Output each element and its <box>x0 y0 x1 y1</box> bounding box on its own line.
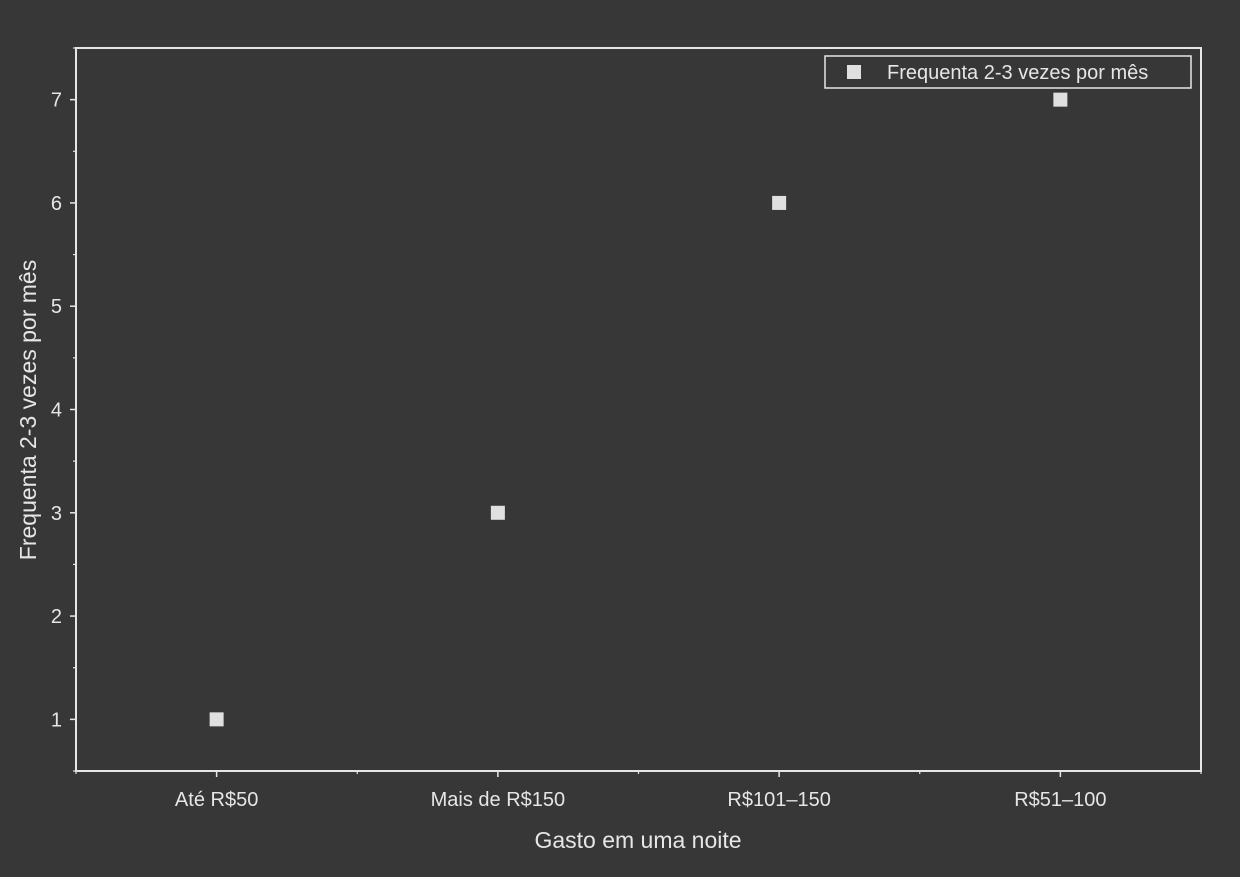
y-tick-label: 6 <box>51 193 62 215</box>
data-point <box>1053 92 1068 107</box>
legend: Frequenta 2-3 vezes por mês <box>824 55 1192 89</box>
y-tick-label: 4 <box>51 400 62 422</box>
y-axis-title: Frequenta 2-3 vezes por mês <box>15 260 41 560</box>
x-tick-label: R$51–100 <box>1014 789 1106 811</box>
y-tick-label: 5 <box>51 296 62 318</box>
y-tick-label: 2 <box>51 606 62 628</box>
x-tick-label: Mais de R$150 <box>431 789 566 811</box>
x-axis-title: Gasto em uma noite <box>534 827 741 853</box>
y-tick-label: 7 <box>51 90 62 112</box>
y-axis: 1 2 3 4 5 6 7 <box>51 47 76 772</box>
data-point <box>772 195 787 210</box>
data-points <box>209 92 1068 727</box>
legend-label: Frequenta 2-3 vezes por mês <box>887 62 1148 84</box>
legend-box <box>824 55 1192 89</box>
x-tick-label: Até R$50 <box>175 789 258 811</box>
y-tick-label: 1 <box>51 709 62 731</box>
x-tick-label: R$101–150 <box>727 789 830 811</box>
plot-frame <box>75 47 1202 772</box>
data-point <box>490 505 505 520</box>
y-tick-label: 3 <box>51 503 62 525</box>
data-point <box>209 712 224 727</box>
legend-marker <box>847 65 861 79</box>
x-axis: Até R$50 Mais de R$150 R$101–150 R$51–100 <box>75 771 1202 811</box>
